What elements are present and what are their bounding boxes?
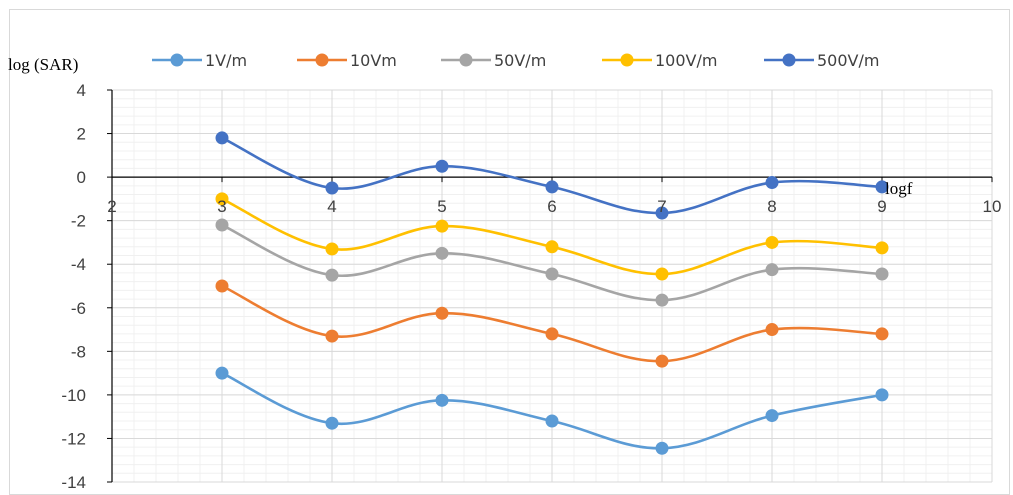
data-point-1v-m-5 [435,393,449,407]
x-tick-label: 2 [107,197,116,216]
legend-label-50v-m: 50V/m [494,51,546,70]
legend-item-100v-m: 100V/m [602,51,717,70]
series-markers [215,131,889,455]
data-point-100v-m-7 [655,267,669,281]
x-tick-label: 9 [877,197,886,216]
axes [107,89,993,483]
legend-label-1v-m: 1V/m [205,51,247,70]
data-point-10vm-7 [655,354,669,368]
y-tick-label: 4 [77,81,86,100]
data-point-10vm-6 [545,327,559,341]
data-point-10vm-5 [435,306,449,320]
data-point-50v-m-4 [325,268,339,282]
data-point-100v-m-6 [545,240,559,254]
y-tick-label: -4 [71,255,86,274]
x-tick-label: 10 [983,197,1002,216]
legend-label-500v-m: 500V/m [817,51,879,70]
x-axis-title: logf [885,179,913,198]
data-point-10vm-8 [765,323,779,337]
data-point-100v-m-3 [215,192,229,206]
y-tick-label: -8 [71,342,86,361]
data-point-10vm-9 [875,327,889,341]
data-point-500v-m-4 [325,181,339,195]
data-point-100v-m-4 [325,242,339,256]
data-point-50v-m-3 [215,218,229,232]
x-tick-label: 8 [767,197,776,216]
legend-item-500v-m: 500V/m [764,51,879,70]
legend-item-10vm: 10Vm [297,51,397,70]
data-point-10vm-3 [215,279,229,293]
x-tick-label: 5 [437,197,446,216]
y-tick-label: -6 [71,299,86,318]
x-tick-label: 7 [657,197,666,216]
data-point-1v-m-6 [545,414,559,428]
y-tick-label: -2 [71,212,86,231]
legend-marker-1v-m [170,53,184,67]
x-tick-label: 6 [547,197,556,216]
x-tick-label: 3 [217,197,226,216]
legend-marker-10vm [315,53,329,67]
data-point-500v-m-8 [765,176,779,190]
y-tick-label: -14 [61,473,86,492]
data-point-1v-m-4 [325,416,339,430]
legend-item-1v-m: 1V/m [152,51,247,70]
y-tick-label: -12 [61,429,86,448]
data-point-50v-m-5 [435,246,449,260]
legend: 1V/m 10Vm 50V/m 100V/m 500V/m [152,51,879,70]
y-tick-label: 2 [77,125,86,144]
legend-label-10vm: 10Vm [350,51,397,70]
data-point-100v-m-5 [435,219,449,233]
data-point-10vm-4 [325,329,339,343]
data-point-500v-m-9 [875,180,889,194]
tick-labels: 2 3 4 5 6 7 8 9 10 4 2 0 -2 -4 -6 -8 -10 -12 -14 [61,81,1001,492]
data-point-500v-m-5 [435,159,449,173]
legend-marker-100v-m [620,53,634,67]
data-point-50v-m-6 [545,267,559,281]
data-point-500v-m-3 [215,131,229,145]
data-point-1v-m-8 [765,409,779,423]
legend-item-50v-m: 50V/m [441,51,546,70]
data-point-50v-m-8 [765,263,779,277]
x-tick-label: 4 [327,197,336,216]
legend-marker-500v-m [782,53,796,67]
data-point-500v-m-6 [545,180,559,194]
legend-marker-50v-m [459,53,473,67]
y-tick-label: -10 [61,386,86,405]
y-tick-label: 0 [77,168,86,187]
data-point-50v-m-9 [875,267,889,281]
legend-label-100v-m: 100V/m [655,51,717,70]
y-axis-title: log (SAR) [8,55,78,74]
data-point-100v-m-8 [765,235,779,249]
data-point-1v-m-7 [655,441,669,455]
data-point-1v-m-3 [215,366,229,380]
data-point-50v-m-7 [655,293,669,307]
data-point-500v-m-7 [655,206,669,220]
data-point-100v-m-9 [875,241,889,255]
data-point-1v-m-9 [875,388,889,402]
